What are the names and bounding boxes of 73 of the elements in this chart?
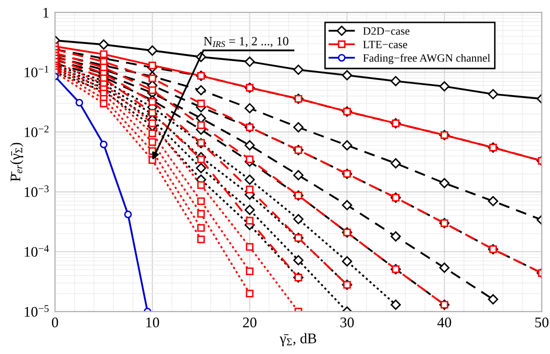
x-axis-title: γ̄$_{Σ}$, dB <box>280 333 316 346</box>
point <box>76 98 84 106</box>
point <box>244 204 255 215</box>
point <box>100 50 108 58</box>
point <box>439 178 450 188</box>
x-tick-label: 40 <box>437 317 452 328</box>
point <box>246 156 254 164</box>
point <box>293 64 304 75</box>
y-tick-label: 10$^{−1}$ <box>24 66 48 78</box>
point <box>197 210 205 218</box>
point <box>293 170 304 180</box>
point <box>148 138 156 146</box>
point <box>98 39 109 50</box>
x-tick-label: 50 <box>535 317 548 328</box>
point <box>246 267 254 276</box>
point <box>439 81 450 92</box>
point <box>390 76 401 86</box>
point <box>197 236 205 244</box>
point <box>342 256 352 266</box>
annotation: N$_{IRS}$ = 1, 2 ..., 10 <box>204 36 288 48</box>
point <box>244 174 255 185</box>
point <box>244 56 255 67</box>
point <box>100 100 108 108</box>
y-tick-label: 10$^{−5}$ <box>24 305 49 317</box>
y-tick-label: 10$^{−3}$ <box>24 185 49 197</box>
point <box>197 181 205 189</box>
x-tick-label: 10 <box>146 317 160 328</box>
point <box>197 156 205 164</box>
x-tick-label: 0 <box>52 317 58 328</box>
point <box>390 158 401 168</box>
point <box>439 262 450 273</box>
y-tick-label: 10$^{−2}$ <box>24 126 48 138</box>
point <box>342 200 352 210</box>
point <box>390 300 401 310</box>
point <box>293 214 304 224</box>
point <box>246 290 254 298</box>
point <box>342 140 352 150</box>
point <box>293 122 304 132</box>
point <box>246 186 254 194</box>
legend-label: D2D−case <box>363 27 410 35</box>
legend-label: LTE−case <box>363 40 408 48</box>
point <box>148 119 156 128</box>
point <box>293 255 304 266</box>
point <box>197 121 205 130</box>
point <box>196 85 206 96</box>
point <box>148 74 156 82</box>
y-axis-title: P̄$_{er}$(γ̄$_{Σ}$) <box>10 142 24 182</box>
x-tick-label: 20 <box>243 317 256 328</box>
y-tick-label: 10$^{−4}$ <box>24 245 49 257</box>
point <box>148 86 156 94</box>
point <box>488 294 498 304</box>
x-tick-label: 30 <box>340 317 354 328</box>
point <box>197 224 205 232</box>
point <box>244 103 255 114</box>
y-tick-label: 1 <box>43 8 49 18</box>
point <box>148 98 156 106</box>
point <box>246 243 254 251</box>
point <box>148 130 156 138</box>
point <box>488 196 498 206</box>
point <box>197 100 205 108</box>
point <box>197 197 205 205</box>
point <box>124 210 132 218</box>
point <box>147 45 158 56</box>
point <box>246 216 254 224</box>
point <box>390 231 401 242</box>
point <box>244 140 255 150</box>
point <box>488 89 498 100</box>
point <box>342 70 352 80</box>
point <box>148 108 156 117</box>
point <box>196 162 206 174</box>
legend-label: Fading−free AWGN channel <box>363 54 490 64</box>
point <box>100 140 108 148</box>
point <box>148 62 156 70</box>
